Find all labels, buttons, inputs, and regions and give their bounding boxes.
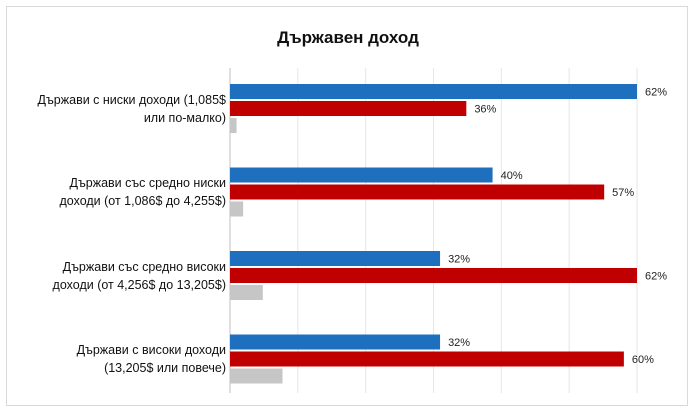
bar-series-2 bbox=[230, 268, 637, 283]
bar-series-2 bbox=[230, 351, 624, 367]
bar-series-1 bbox=[230, 167, 493, 183]
data-label: 32% bbox=[448, 337, 470, 349]
category-label: Държави с ниски доходи (1,085$ или по-мал… bbox=[14, 91, 226, 127]
data-label: 32% bbox=[448, 254, 470, 266]
data-label: 62% bbox=[645, 271, 667, 283]
bar-series-3 bbox=[230, 368, 283, 384]
bar-series-2 bbox=[230, 101, 467, 116]
category-label-line: или по-малко) bbox=[143, 110, 226, 125]
bar-series-1 bbox=[230, 251, 441, 266]
category-label-line: Държави с ниски доходи (1,085$ bbox=[37, 92, 226, 107]
data-label: 60% bbox=[632, 354, 654, 366]
bar-series-3 bbox=[230, 201, 244, 217]
category-label-line: (13,205$ или повече) bbox=[104, 361, 226, 375]
bar-series-1 bbox=[230, 334, 441, 350]
category-label: Държави със средно високи доходи (от 4,25… bbox=[14, 258, 226, 294]
bar-series-3 bbox=[230, 118, 237, 133]
category-label-line: Държави със средно високи bbox=[62, 259, 226, 274]
bar-series-3 bbox=[230, 285, 263, 300]
data-label: 57% bbox=[612, 187, 634, 199]
category-label-line: доходи (от 4,256$ до 13,205$) bbox=[52, 277, 226, 292]
bar-series-1 bbox=[230, 84, 637, 99]
data-label: 40% bbox=[501, 170, 523, 182]
category-label: Държави с високи доходи (13,205$ или пове… bbox=[14, 341, 226, 377]
data-label: 36% bbox=[474, 104, 496, 116]
category-label: Държави със средно ниски доходи (от 1,086… bbox=[14, 174, 227, 210]
category-label-line: доходи (от 1,086$ до 4,255$) bbox=[59, 194, 227, 208]
bar-series-2 bbox=[230, 184, 605, 200]
category-label-line: Държави с високи доходи bbox=[76, 343, 226, 357]
category-label-line: Държави със средно ниски bbox=[69, 176, 226, 190]
chart-title: Държавен доход bbox=[277, 28, 419, 47]
data-label: 62% bbox=[645, 87, 667, 99]
